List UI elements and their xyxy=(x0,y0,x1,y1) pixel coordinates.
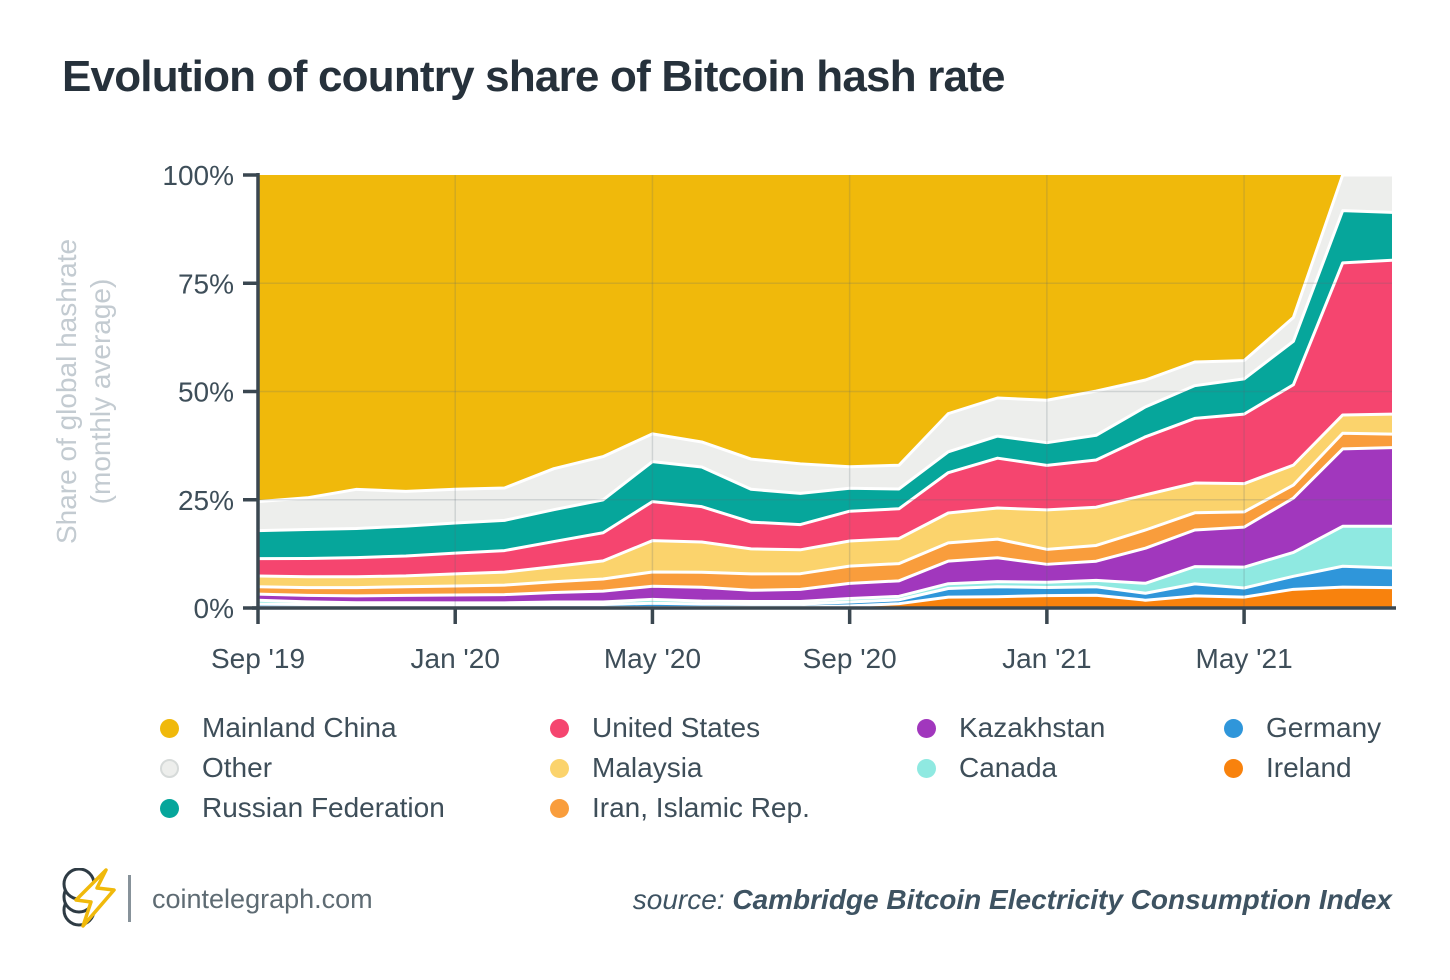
legend-label: Other xyxy=(202,752,273,783)
legend-column: Germany Ireland xyxy=(1224,708,1381,788)
area-kazakhstan xyxy=(258,447,1392,603)
site-url: cointelegraph.com xyxy=(152,884,373,914)
legend-item-mainland-china: Mainland China xyxy=(160,708,445,748)
legend-swatch-icon xyxy=(550,758,569,778)
stacked-areas xyxy=(258,175,1392,608)
area-canada xyxy=(258,526,1392,605)
lightning-bolt-icon xyxy=(74,868,116,928)
separator-line xyxy=(256,209,1394,533)
legend-item-kazakhstan: Kazakhstan xyxy=(917,708,1105,748)
legend-swatch-icon xyxy=(160,718,179,738)
x-tick-label: May '20 xyxy=(604,643,701,674)
separator-line xyxy=(256,173,1394,504)
legend-item-iran-islamic-rep-: Iran, Islamic Rep. xyxy=(550,788,810,828)
legend-item-russian-federation: Russian Federation xyxy=(160,788,445,828)
legend-label: Kazakhstan xyxy=(959,712,1106,743)
separator-line xyxy=(256,524,1394,605)
legend-label: Ireland xyxy=(1266,752,1352,783)
legend-swatch-icon xyxy=(1224,758,1243,778)
x-tick-label: Jan '21 xyxy=(1002,643,1091,674)
separator-line xyxy=(256,431,1394,590)
legend-item-canada: Canada xyxy=(917,748,1105,788)
area-united-states xyxy=(258,260,1392,577)
legend-swatch-icon xyxy=(160,758,179,778)
cointelegraph-logo xyxy=(62,868,116,928)
legend-column: United States Malaysia Iran, Islamic Rep. xyxy=(550,708,810,828)
separator-line xyxy=(256,564,1394,607)
legend-label: Canada xyxy=(959,752,1058,783)
area-mainland-china xyxy=(258,175,1392,502)
area-ireland xyxy=(258,587,1392,608)
gridlines xyxy=(257,175,1392,608)
legend-item-other: Other xyxy=(160,748,445,788)
legend-column: Mainland China Other Russian Federation xyxy=(160,708,445,828)
area-iran-islamic-rep- xyxy=(258,433,1392,596)
legend-swatch-icon xyxy=(550,798,569,818)
legend-label: United States xyxy=(592,712,761,743)
footer-divider xyxy=(128,875,131,922)
y-tick-label: 75% xyxy=(178,268,234,299)
legend-label: Russian Federation xyxy=(202,792,445,823)
legend-item-united-states: United States xyxy=(550,708,810,748)
source-name: Cambridge Bitcoin Electricity Consumptio… xyxy=(732,884,1392,915)
y-tick-label: 100% xyxy=(162,160,234,191)
chart-title: Evolution of country share of Bitcoin ha… xyxy=(62,52,1006,101)
separator-line xyxy=(256,412,1394,579)
legend-swatch-icon xyxy=(550,718,569,738)
axes xyxy=(243,173,1396,624)
legend-swatch-icon xyxy=(160,798,179,818)
legend-label: Malaysia xyxy=(592,752,703,783)
area-other xyxy=(258,175,1392,531)
axis-labels: 100% 75% 50% 25% 0% Sep '19 Jan '20 May '20 Sep … xyxy=(51,160,1293,674)
legend-item-germany: Germany xyxy=(1224,708,1381,748)
legend-item-malaysia: Malaysia xyxy=(550,748,810,788)
y-tick-label: 0% xyxy=(194,593,234,624)
source-label: source: xyxy=(632,884,725,915)
legend-swatch-icon xyxy=(917,718,936,738)
x-tick-label: Jan '20 xyxy=(411,643,500,674)
y-tick-label: 50% xyxy=(178,377,234,408)
legend-item-ireland: Ireland xyxy=(1224,748,1381,788)
legend-swatch-icon xyxy=(917,758,936,778)
y-axis-title: (monthly average) xyxy=(85,279,116,505)
legend-column: Kazakhstan Canada xyxy=(917,708,1105,788)
x-tick-label: Sep '20 xyxy=(803,643,897,674)
separator-line xyxy=(256,446,1394,598)
legend-label: Germany xyxy=(1266,712,1382,743)
separator-line xyxy=(256,258,1394,561)
x-tick-label: May '21 xyxy=(1196,643,1293,674)
y-tick-label: 25% xyxy=(178,485,234,516)
y-axis-title: Share of global hashrate xyxy=(51,239,82,544)
legend-label: Iran, Islamic Rep. xyxy=(592,792,810,823)
band-separators xyxy=(256,173,1394,610)
source-credit: source: Cambridge Bitcoin Electricity Co… xyxy=(633,884,1392,916)
legend-label: Mainland China xyxy=(202,712,397,743)
legend-swatch-icon xyxy=(1224,718,1243,738)
x-tick-label: Sep '19 xyxy=(211,643,305,674)
area-malaysia xyxy=(258,414,1392,588)
